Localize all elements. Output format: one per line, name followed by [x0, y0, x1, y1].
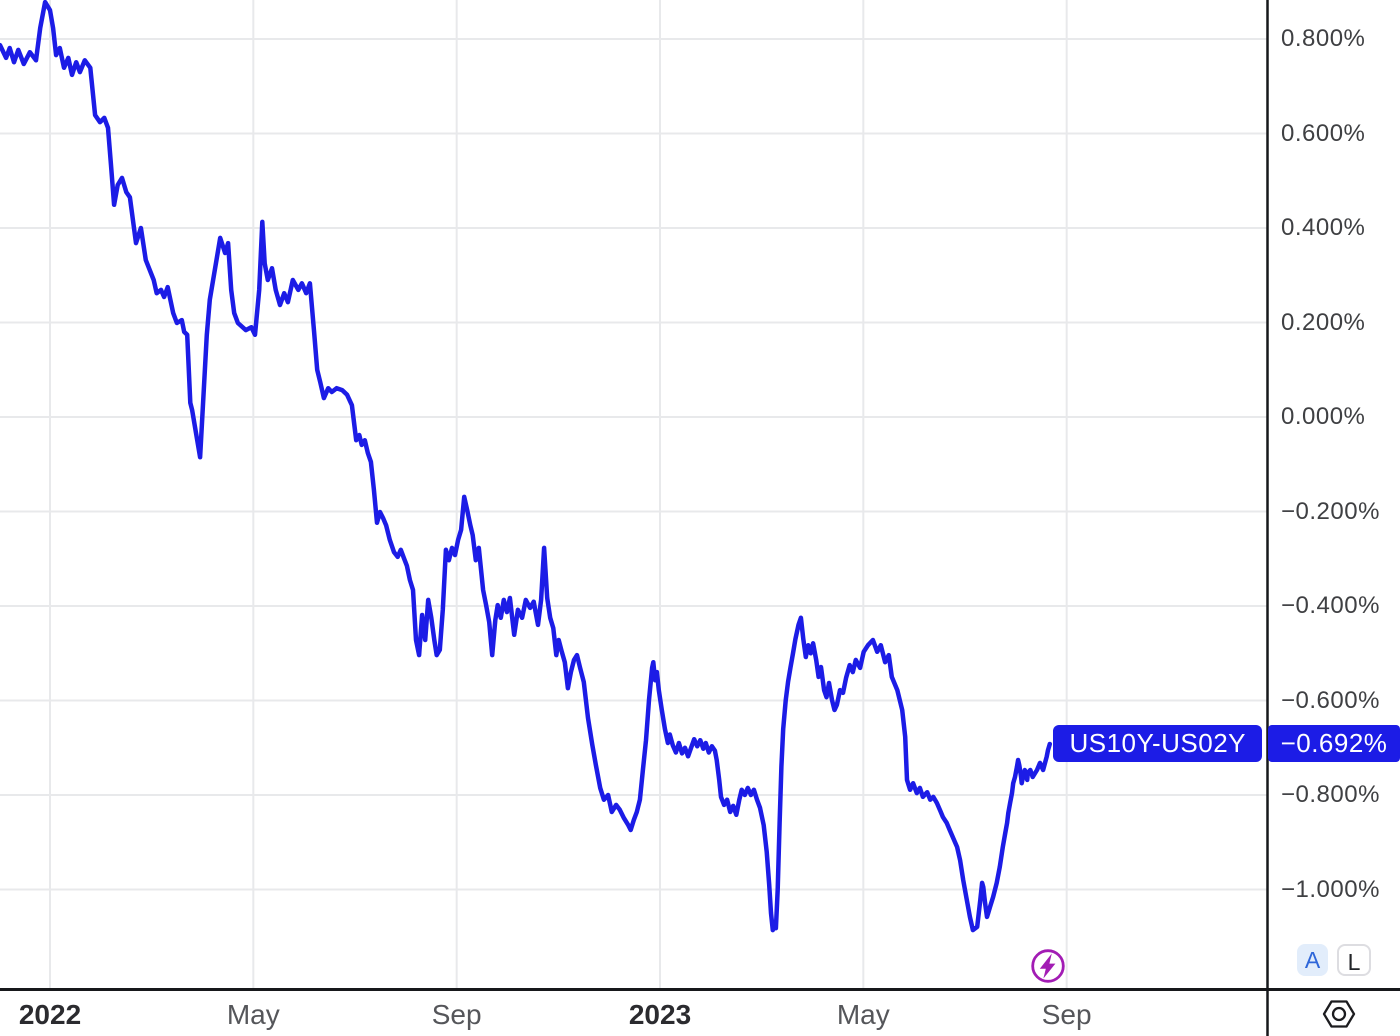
- series-line: [0, 0, 1053, 933]
- price-axis-tick: −0.200%: [1281, 497, 1380, 525]
- price-axis-tick: −1.000%: [1281, 875, 1380, 903]
- lightning-bolt-icon: [1031, 949, 1065, 983]
- gridlines: [0, 0, 1267, 988]
- time-axis-tick: Sep: [431, 999, 482, 1030]
- log-scale-button[interactable]: L: [1337, 944, 1371, 976]
- time-axis-tick: 2022: [18, 999, 82, 1030]
- time-axis-tick: May: [836, 999, 890, 1030]
- price-axis-tick: 0.800%: [1281, 25, 1366, 52]
- price-axis-tick: 0.200%: [1281, 308, 1366, 336]
- gear-icon: [1322, 1000, 1356, 1028]
- series-symbol-label: US10Y-US02Y: [1053, 725, 1262, 763]
- price-axis-tick: −0.400%: [1281, 592, 1380, 619]
- price-axis-tick: −0.800%: [1281, 781, 1380, 808]
- price-axis-tick: 0.400%: [1281, 214, 1366, 241]
- price-axis[interactable]: 0.800% 0.600% 0.400% 0.200% 0.000% −0.200% −0.…: [1268, 0, 1400, 988]
- price-axis-tick: −0.600%: [1281, 686, 1380, 714]
- time-axis-settings-button[interactable]: [1321, 999, 1357, 1029]
- time-axis-tick: May: [226, 999, 280, 1030]
- time-axis-tick: Sep: [1041, 999, 1092, 1030]
- last-price-label: −0.692%: [1268, 725, 1400, 763]
- flash-button[interactable]: [1029, 947, 1067, 985]
- time-axis-tick: 2023: [628, 999, 692, 1030]
- time-axis[interactable]: 2022 May Sep 2023 May Sep: [0, 989, 1267, 1036]
- auto-scale-button[interactable]: A: [1297, 944, 1328, 976]
- price-axis-tick: 0.000%: [1281, 403, 1366, 430]
- price-axis-tick: 0.600%: [1281, 119, 1366, 147]
